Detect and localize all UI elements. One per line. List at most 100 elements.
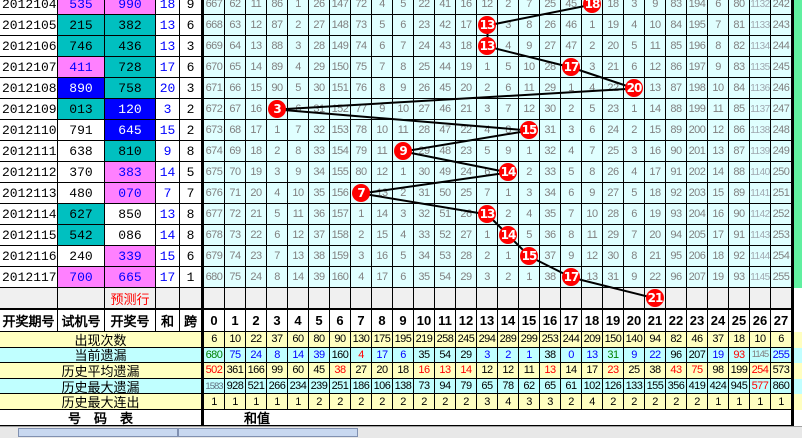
omission-cell: 45: [435, 78, 456, 99]
stat-value: 65: [477, 378, 498, 395]
stat-value: 13: [540, 363, 561, 379]
omission-cell: 79: [351, 141, 372, 162]
stat-value: 2: [498, 347, 519, 364]
period-cell: 2012116: [0, 246, 58, 267]
omission-cell: 19: [246, 162, 267, 183]
omission-cell: 6: [498, 78, 519, 99]
omission-cell: 6: [288, 99, 309, 120]
omission-cell: 37: [540, 246, 561, 267]
prediction-label: 预测行: [105, 288, 156, 309]
draw-number-cell: 810: [105, 141, 156, 162]
stat-value: 20: [372, 363, 393, 379]
omission-cell: 1145: [750, 267, 771, 288]
stat-value: 521: [246, 378, 267, 395]
sum-cell: 14: [156, 225, 180, 246]
omission-cell: 30: [309, 78, 330, 99]
stat-value: 45: [309, 363, 330, 379]
draw-number-cell: 382: [105, 15, 156, 36]
scrollbar-thumb-extension[interactable]: [178, 428, 358, 437]
omission-cell: 12: [582, 246, 603, 267]
footer-number-table-label: 号 码 表: [0, 410, 202, 426]
omission-cell: 10: [645, 15, 666, 36]
stat-value: 245: [456, 332, 477, 348]
stat-value: 2: [624, 394, 645, 410]
omission-cell: 673: [204, 120, 225, 141]
header-column-14: 14: [498, 309, 519, 332]
stat-value: 160: [330, 347, 351, 364]
hit-ball: 14: [499, 226, 517, 244]
stat-value: 29: [456, 347, 477, 364]
stat-value: 14: [561, 363, 582, 379]
hit-ball: 3: [268, 100, 286, 118]
omission-cell: 6: [624, 57, 645, 78]
omission-cell: 3: [582, 57, 603, 78]
omission-cell: 90: [666, 141, 687, 162]
span-cell: 7: [180, 183, 202, 204]
omission-cell: 33: [414, 225, 435, 246]
omission-cell: 4: [519, 204, 540, 225]
right-strip: [792, 120, 802, 141]
span-cell: 5: [180, 162, 202, 183]
omission-cell: 93: [729, 267, 750, 288]
omission-cell: 47: [561, 36, 582, 57]
period-cell: 2012105: [0, 15, 58, 36]
omission-cell: 5: [582, 99, 603, 120]
omission-cell: 72: [351, 0, 372, 15]
prediction-cell: [156, 288, 180, 309]
omission-cell: 5: [519, 225, 540, 246]
omission-cell: 54: [435, 267, 456, 288]
omission-cell: 23: [603, 99, 624, 120]
sum-cell: 9: [156, 141, 180, 162]
stat-value: 17: [582, 363, 603, 379]
omission-cell: 199: [687, 99, 708, 120]
omission-cell: 43: [435, 36, 456, 57]
omission-cell: 22: [645, 267, 666, 288]
omission-cell: 11: [288, 204, 309, 225]
omission-cell: 18: [603, 0, 624, 15]
stat-label: 出现次数: [0, 332, 202, 348]
stat-value: 38: [330, 363, 351, 379]
omission-cell: 12: [519, 99, 540, 120]
omission-cell: 91: [729, 225, 750, 246]
omission-cell: 24: [246, 267, 267, 288]
scrollbar-thumb[interactable]: [18, 428, 178, 437]
stat-value: 928: [225, 378, 246, 395]
omission-cell: 26: [540, 15, 561, 36]
omission-cell: 1142: [750, 204, 771, 225]
hit-ball: 7: [352, 184, 370, 202]
trial-number-cell: 013: [58, 99, 105, 120]
stat-value: 1: [519, 347, 540, 364]
header-column-19: 19: [603, 309, 624, 332]
header-column-22: 22: [666, 309, 687, 332]
right-strip: [792, 183, 802, 204]
stat-value: 31: [603, 347, 624, 364]
omission-cell: 4: [288, 57, 309, 78]
draw-number-cell: 645: [105, 120, 156, 141]
omission-cell: 49: [435, 162, 456, 183]
omission-cell: 9: [582, 183, 603, 204]
omission-cell: 75: [351, 57, 372, 78]
omission-cell: 89: [729, 183, 750, 204]
omission-cell: 1: [393, 162, 414, 183]
stat-value: 62: [519, 378, 540, 395]
omission-cell: 26: [603, 162, 624, 183]
omission-cell: 157: [330, 204, 351, 225]
stat-value: 12: [498, 363, 519, 379]
omission-cell: 2: [477, 78, 498, 99]
omission-cell: 667: [204, 0, 225, 15]
prediction-cell: [498, 288, 519, 309]
omission-cell: 1: [519, 267, 540, 288]
header-column-24: 24: [708, 309, 729, 332]
header-column-20: 20: [624, 309, 645, 332]
omission-cell: 14: [708, 162, 729, 183]
omission-cell: 201: [687, 141, 708, 162]
omission-cell: 67: [225, 99, 246, 120]
omission-cell: 1: [351, 204, 372, 225]
omission-cell: 9: [288, 162, 309, 183]
stat-value: 23: [603, 363, 624, 379]
stat-value: 11: [519, 363, 540, 379]
omission-cell: 4: [372, 0, 393, 15]
sum-cell: 13: [156, 36, 180, 57]
omission-cell: 5: [288, 78, 309, 99]
omission-cell: 89: [267, 57, 288, 78]
